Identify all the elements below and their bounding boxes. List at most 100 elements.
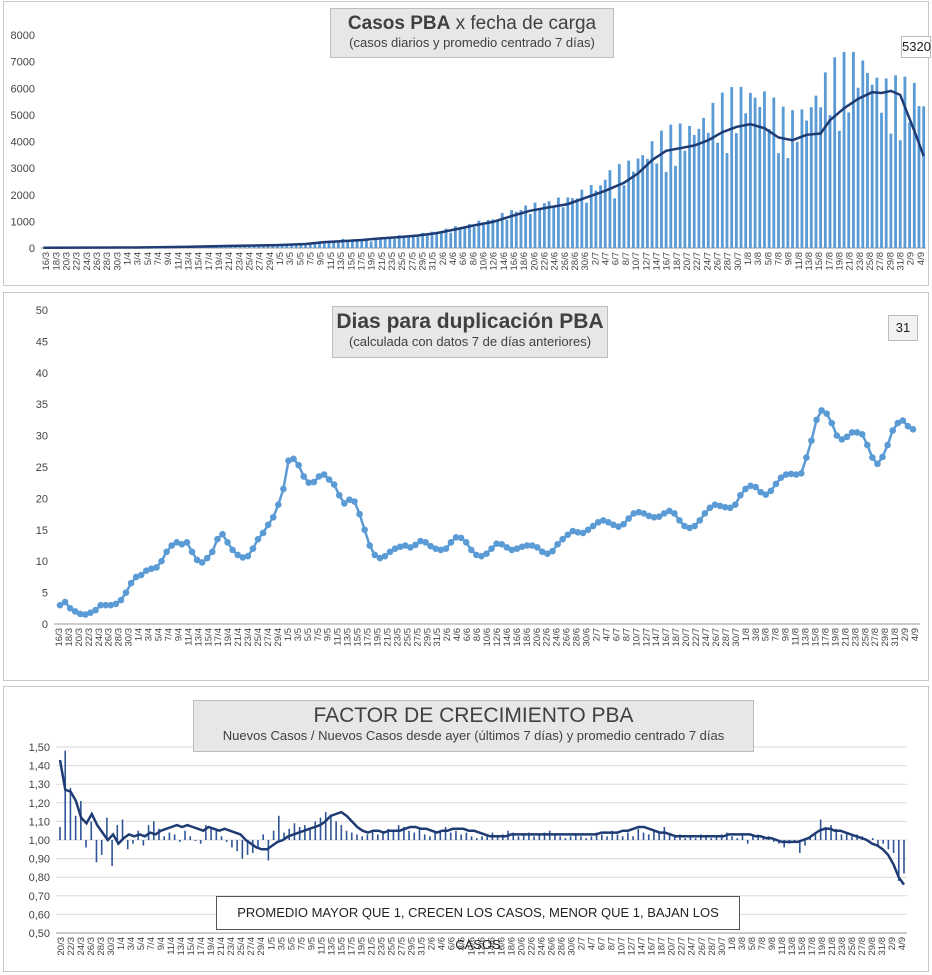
cases-daily-bar <box>725 153 729 248</box>
cases-7day-avg-line <box>43 89 925 249</box>
x-tick-label: 9/5 <box>316 252 327 265</box>
doubling-days-point <box>143 567 150 574</box>
cases-daily-bar <box>819 107 823 248</box>
growth-chart-subtitle: Nuevos Casos / Nuevos Casos desde ayer (… <box>222 728 725 743</box>
x-tick-label: 22/3 <box>72 252 83 271</box>
doubling-days-point <box>721 503 729 511</box>
y-tick-label: 0 <box>42 619 48 631</box>
growth-factor-bar <box>189 836 192 840</box>
growth-factor-bar <box>392 830 395 840</box>
doubling-chart: 0 5 10 15 20 25 30 35 40 45 50 16/318/320/322/324/3… <box>36 305 921 647</box>
doubling-title-text: Dias para duplicación PBA <box>336 310 604 333</box>
x-tick-label: 2/6 <box>442 628 453 641</box>
cases-daily-bar <box>655 163 659 248</box>
x-tick-label: 14/6 <box>499 252 510 271</box>
doubling-days-point <box>71 608 79 615</box>
x-tick-label: 28/6 <box>557 937 568 956</box>
x-tick-label: 29/4 <box>256 937 267 956</box>
doubling-days-point <box>173 539 181 546</box>
growth-factor-bar <box>418 828 421 840</box>
x-tick-label: 22/7 <box>692 252 703 271</box>
x-tick-label: 18/3 <box>51 252 62 271</box>
x-tick-label: 17/8 <box>820 628 831 647</box>
x-tick-label: 23/8 <box>850 628 861 647</box>
x-tick-label: 24/7 <box>702 252 713 271</box>
x-tick-label: 30/6 <box>580 252 591 271</box>
doubling-days-point <box>838 436 846 443</box>
doubling-days-point <box>706 504 714 512</box>
cases-daily-bar <box>912 82 916 248</box>
y-tick-label: 5 <box>42 588 48 600</box>
doubling-days-point <box>92 606 99 614</box>
growth-factor-bar <box>413 832 416 840</box>
x-tick-label: 19/5 <box>367 252 378 271</box>
x-tick-label: 12/6 <box>489 252 500 271</box>
y-tick-label: 50 <box>36 305 48 317</box>
doubling-days-point <box>726 504 734 512</box>
doubling-days-point <box>610 521 617 529</box>
x-tick-label: 19/5 <box>373 628 384 647</box>
cases-daily-bar <box>903 76 907 248</box>
x-tick-label: 26/7 <box>711 628 722 647</box>
doubling-days-point <box>447 539 455 546</box>
x-tick-label: 8/7 <box>621 628 632 641</box>
cases-daily-bar <box>805 120 808 248</box>
x-tick-label: 19/8 <box>835 252 846 271</box>
doubling-days-point <box>178 540 186 548</box>
cases-daily-bar <box>669 124 673 248</box>
cases-daily-bar <box>594 190 598 248</box>
doubling-days-point <box>488 545 495 552</box>
growth-factor-bar <box>304 825 306 840</box>
doubling-days-point <box>635 508 643 516</box>
x-tick-label: 11/4 <box>173 252 184 270</box>
cases-daily-bar <box>374 238 378 248</box>
doubling-days-point <box>229 546 236 554</box>
x-tick-label: 28/3 <box>102 252 113 271</box>
doubling-last-value-badge: 31 <box>888 315 918 341</box>
doubling-days-point <box>792 471 800 478</box>
doubling-days-point <box>401 542 409 549</box>
x-tick-label: 21/5 <box>382 628 393 647</box>
doubling-days-point <box>696 517 704 524</box>
cases-daily-bar <box>444 228 448 248</box>
doubling-chart-subtitle: (calculada con datos 7 de días anteriore… <box>348 334 592 349</box>
x-tick-label: 17/8 <box>824 252 835 271</box>
cases-daily-bar <box>285 244 289 248</box>
doubling-days-point <box>320 471 328 478</box>
doubling-days-point <box>574 529 582 536</box>
x-tick-label: 13/5 <box>343 628 354 647</box>
doubling-days-point <box>82 611 89 618</box>
x-tick-label: 12/7 <box>641 252 652 271</box>
cases-daily-bar <box>660 130 663 248</box>
x-tick-label: 2/9 <box>900 628 911 641</box>
growth-factor-bar <box>840 834 843 840</box>
growth-factor-bar <box>272 830 275 840</box>
doubling-days-point <box>148 565 155 573</box>
growth-factor-bar <box>330 815 332 840</box>
y-tick-label: 20 <box>36 493 48 505</box>
growth-factor-bar <box>835 828 838 840</box>
cases-chart-panel: 0 1000 2000 3000 4000 5000 6000 7000 8000 16/3 18/… <box>3 1 931 286</box>
cases-daily-bar <box>842 51 846 248</box>
doubling-days-point <box>513 545 521 552</box>
growth-factor-bar <box>74 815 77 840</box>
growth-factor-bar <box>350 832 353 840</box>
doubling-days-point <box>620 520 627 528</box>
growth-factor-bar <box>653 830 655 840</box>
doubling-days-point <box>310 478 318 486</box>
x-tick-label: 7/5 <box>313 628 324 641</box>
growth-factor-bar <box>455 830 457 840</box>
doubling-days-point <box>864 441 871 449</box>
cases-daily-bar <box>823 72 827 248</box>
growth-factor-bar <box>387 828 390 840</box>
doubling-chart-title: Dias para duplicación PBA (calculada con… <box>332 306 608 358</box>
cases-daily-bar <box>664 171 668 248</box>
x-tick-label: 1/8 <box>727 937 738 950</box>
x-tick-label: 27/8 <box>857 937 868 956</box>
x-tick-label: 7/8 <box>774 252 785 265</box>
cases-daily-bar <box>837 130 841 248</box>
x-tick-label: 25/5 <box>397 252 408 271</box>
x-tick-label: 21/5 <box>366 937 377 956</box>
cases-daily-bar <box>491 219 495 248</box>
doubling-days-point <box>757 488 764 496</box>
